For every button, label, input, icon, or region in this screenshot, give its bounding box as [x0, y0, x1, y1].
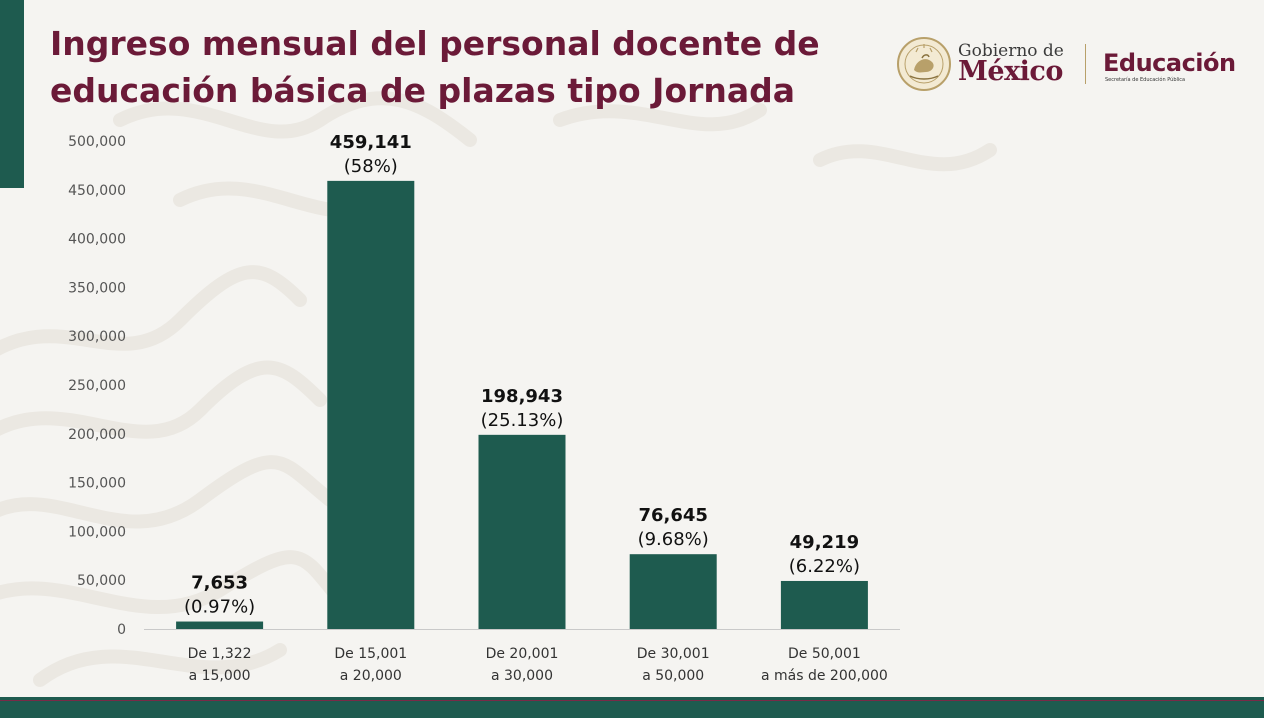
y-tick-label: 400,000 [68, 232, 126, 248]
gobierno-label: Gobierno de [958, 41, 1064, 61]
y-tick-label: 350,000 [68, 280, 126, 296]
y-tick-label: 450,000 [68, 183, 126, 199]
bar-percent-label: (58%) [344, 156, 398, 177]
bar-value-label: 198,943 [481, 386, 563, 407]
page-title: Ingreso mensual del personal docente de … [50, 20, 870, 114]
footer-band [0, 697, 1264, 718]
title-line-2: educación básica de plazas tipo Jornada [50, 71, 796, 110]
x-category-label: a más de 200,000 [761, 668, 888, 684]
bar [327, 180, 415, 629]
bar-value-label: 459,141 [330, 132, 412, 153]
y-axis-ticks: 0 50,000 100,000 150,000 200,000 250,000 300,0… [68, 134, 126, 638]
footer-line [0, 700, 1264, 701]
government-logo: Gobierno de México Educación Secretaría … [896, 36, 1236, 92]
mexico-label: México [958, 56, 1063, 87]
y-tick-label: 100,000 [68, 524, 126, 540]
y-tick-label: 50,000 [77, 573, 126, 589]
x-category-label: De 15,001 [334, 646, 407, 662]
title-line-1: Ingreso mensual del personal docente de [50, 24, 820, 63]
y-tick-label: 200,000 [68, 427, 126, 443]
bar [478, 434, 566, 629]
bar [176, 621, 264, 629]
bar-value-label: 76,645 [638, 505, 707, 526]
value-labels: 7,653 (0.97%) 459,141 (58%) 198,943 (25.13%) 7… [184, 132, 860, 618]
logo-divider [1085, 44, 1086, 84]
bar-percent-label: (6.22%) [789, 556, 860, 577]
bar-percent-label: (0.97%) [184, 597, 255, 618]
x-axis-labels: De 1,322 a 15,000 De 15,001 a 20,000 De 20,0… [188, 646, 888, 684]
x-category-label: De 50,001 [788, 646, 861, 662]
national-seal-icon [897, 37, 951, 91]
bar-value-label: 49,219 [790, 532, 859, 553]
y-tick-label: 300,000 [68, 329, 126, 345]
y-tick-label: 150,000 [68, 476, 126, 492]
bars [176, 180, 868, 629]
left-accent-bar [0, 0, 24, 188]
x-category-label: De 20,001 [486, 646, 559, 662]
x-category-label: a 50,000 [642, 668, 704, 684]
educacion-label: Educación [1103, 49, 1236, 77]
x-category-label: a 15,000 [189, 668, 251, 684]
sep-label: Secretaría de Educación Pública [1105, 77, 1186, 83]
bar-percent-label: (9.68%) [638, 529, 709, 550]
bar-value-label: 7,653 [191, 573, 248, 594]
y-tick-label: 500,000 [68, 134, 126, 150]
y-tick-label: 250,000 [68, 378, 126, 394]
y-tick-label: 0 [117, 622, 126, 638]
x-category-label: a 30,000 [491, 668, 553, 684]
x-category-label: De 1,322 [188, 646, 252, 662]
x-category-label: a 20,000 [340, 668, 402, 684]
bar [629, 554, 717, 629]
bar [780, 580, 868, 629]
x-category-label: De 30,001 [637, 646, 710, 662]
bar-percent-label: (25.13%) [481, 410, 564, 431]
